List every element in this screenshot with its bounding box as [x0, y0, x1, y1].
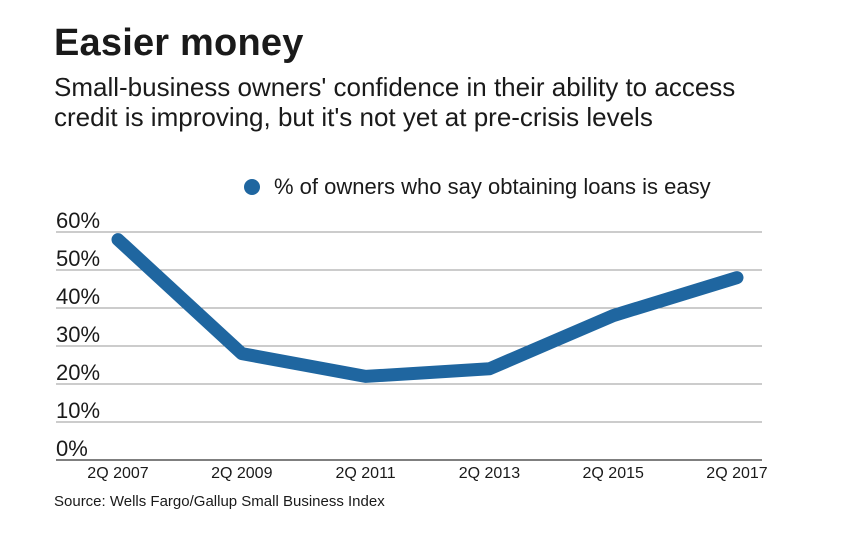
- chart-subtitle: Small-business owners' confidence in the…: [54, 72, 736, 132]
- y-tick-label: 30%: [56, 322, 100, 347]
- legend-marker: [244, 179, 260, 195]
- y-tick-label: 60%: [56, 208, 100, 233]
- y-tick-label: 0%: [56, 436, 88, 461]
- x-tick-label: 2Q 2017: [706, 465, 767, 482]
- y-tick-label: 20%: [56, 360, 100, 385]
- x-axis: 2Q 2007 2Q 2009 2Q 2011 2Q 2013 2Q 2015 2Q 20…: [87, 465, 767, 482]
- x-tick-label: 2Q 2011: [335, 465, 395, 482]
- series-line: [111, 233, 744, 383]
- y-tick-label: 40%: [56, 284, 100, 309]
- y-tick-label: 50%: [56, 246, 100, 271]
- legend: % of owners who say obtaining loans is e…: [244, 174, 711, 200]
- gridlines: [56, 231, 762, 461]
- x-tick-label: 2Q 2015: [583, 465, 644, 482]
- source-note: Source: Wells Fargo/Gallup Small Busines…: [54, 493, 385, 510]
- y-tick-label: 10%: [56, 398, 100, 423]
- x-tick-label: 2Q 2013: [459, 465, 520, 482]
- y-axis: 0% 10% 20% 30% 40% 50% 60%: [56, 208, 100, 461]
- chart-title: Easier money: [54, 22, 304, 64]
- x-tick-label: 2Q 2007: [87, 465, 148, 482]
- series-layer: [111, 233, 744, 383]
- legend-label: % of owners who say obtaining loans is e…: [274, 174, 711, 199]
- x-tick-label: 2Q 2009: [211, 465, 272, 482]
